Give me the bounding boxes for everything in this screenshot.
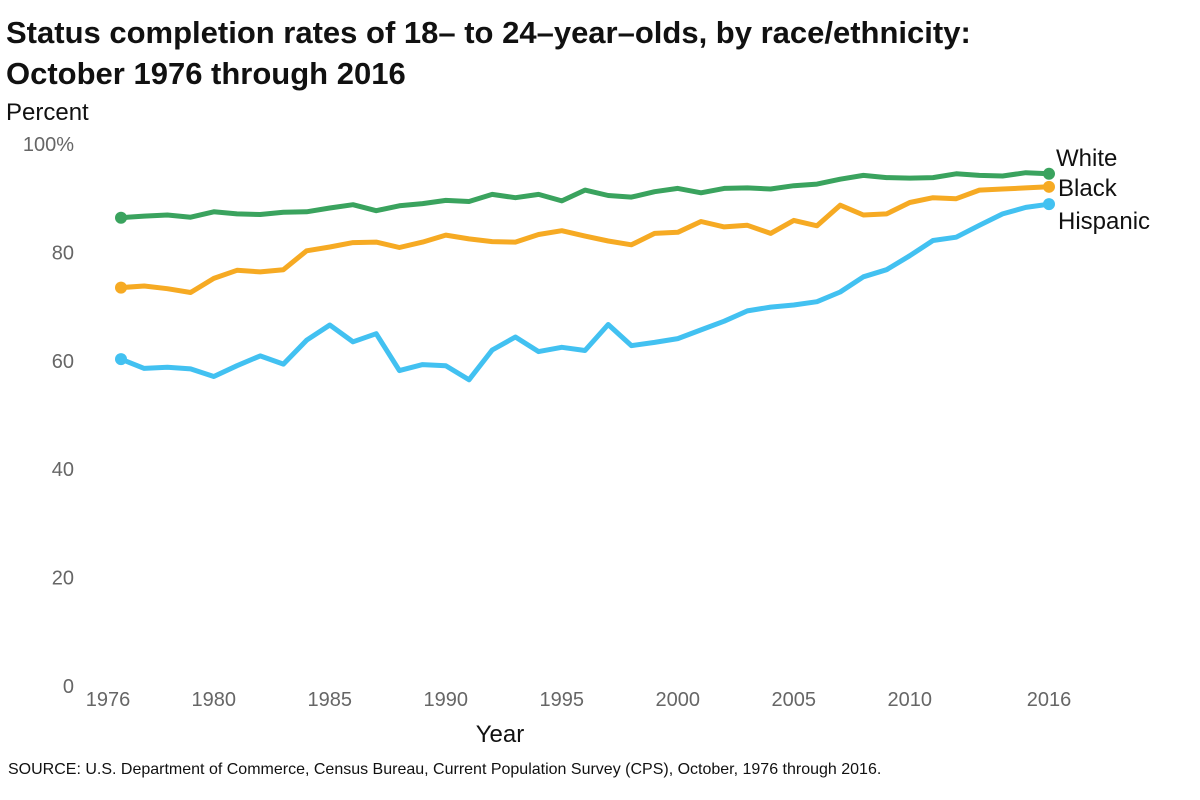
chart-title: Status completion rates of 18– to 24–yea…	[6, 12, 1196, 94]
series-end-point-white	[1043, 167, 1055, 180]
x-tick-label: 2005	[772, 689, 817, 711]
x-axis: 1976 1980 1985 1990 1995 2000 2005 2010 2016	[86, 689, 1072, 711]
x-axis-title: Year	[476, 721, 525, 748]
chart-title-line-1: Status completion rates of 18– to 24–yea…	[6, 15, 971, 50]
chart-title-line-2: October 1976 through 2016	[6, 56, 406, 91]
y-tick-label: 60	[52, 351, 74, 373]
series-line-hispanic	[118, 201, 1052, 383]
y-tick-label: 40	[52, 459, 74, 481]
series-start-point-black	[115, 281, 127, 294]
series-label-black: Black	[1058, 175, 1118, 202]
y-axis-title: Percent	[6, 99, 89, 126]
x-tick-label: 1985	[308, 689, 353, 711]
series-end-markers	[115, 167, 1055, 366]
series-end-point-black	[1043, 180, 1055, 193]
series-line-black	[118, 184, 1052, 295]
series-label-white: White	[1056, 145, 1117, 172]
series-label-hispanic: Hispanic	[1058, 208, 1150, 235]
series-line-white	[118, 170, 1052, 221]
series-start-point-hispanic	[115, 353, 127, 366]
x-tick-label: 1980	[192, 689, 237, 711]
x-tick-label: 2016	[1027, 689, 1072, 711]
series-end-point-hispanic	[1043, 198, 1055, 211]
x-tick-label: 1990	[424, 689, 469, 711]
y-axis: 0 20 40 60 80 100%	[23, 134, 74, 698]
x-tick-label: 2000	[656, 689, 701, 711]
y-tick-label: 100%	[23, 134, 74, 156]
source-note: SOURCE: U.S. Department of Commerce, Cen…	[8, 761, 882, 778]
y-tick-label: 80	[52, 242, 74, 264]
series-lines	[118, 170, 1052, 383]
x-tick-label: 1976	[86, 689, 131, 711]
y-tick-label: 20	[52, 568, 74, 590]
series-start-point-white	[115, 211, 127, 224]
y-tick-label: 0	[63, 676, 74, 698]
x-tick-label: 2010	[888, 689, 933, 711]
series-labels: White Black Hispanic	[1056, 145, 1150, 235]
x-tick-label: 1995	[540, 689, 585, 711]
